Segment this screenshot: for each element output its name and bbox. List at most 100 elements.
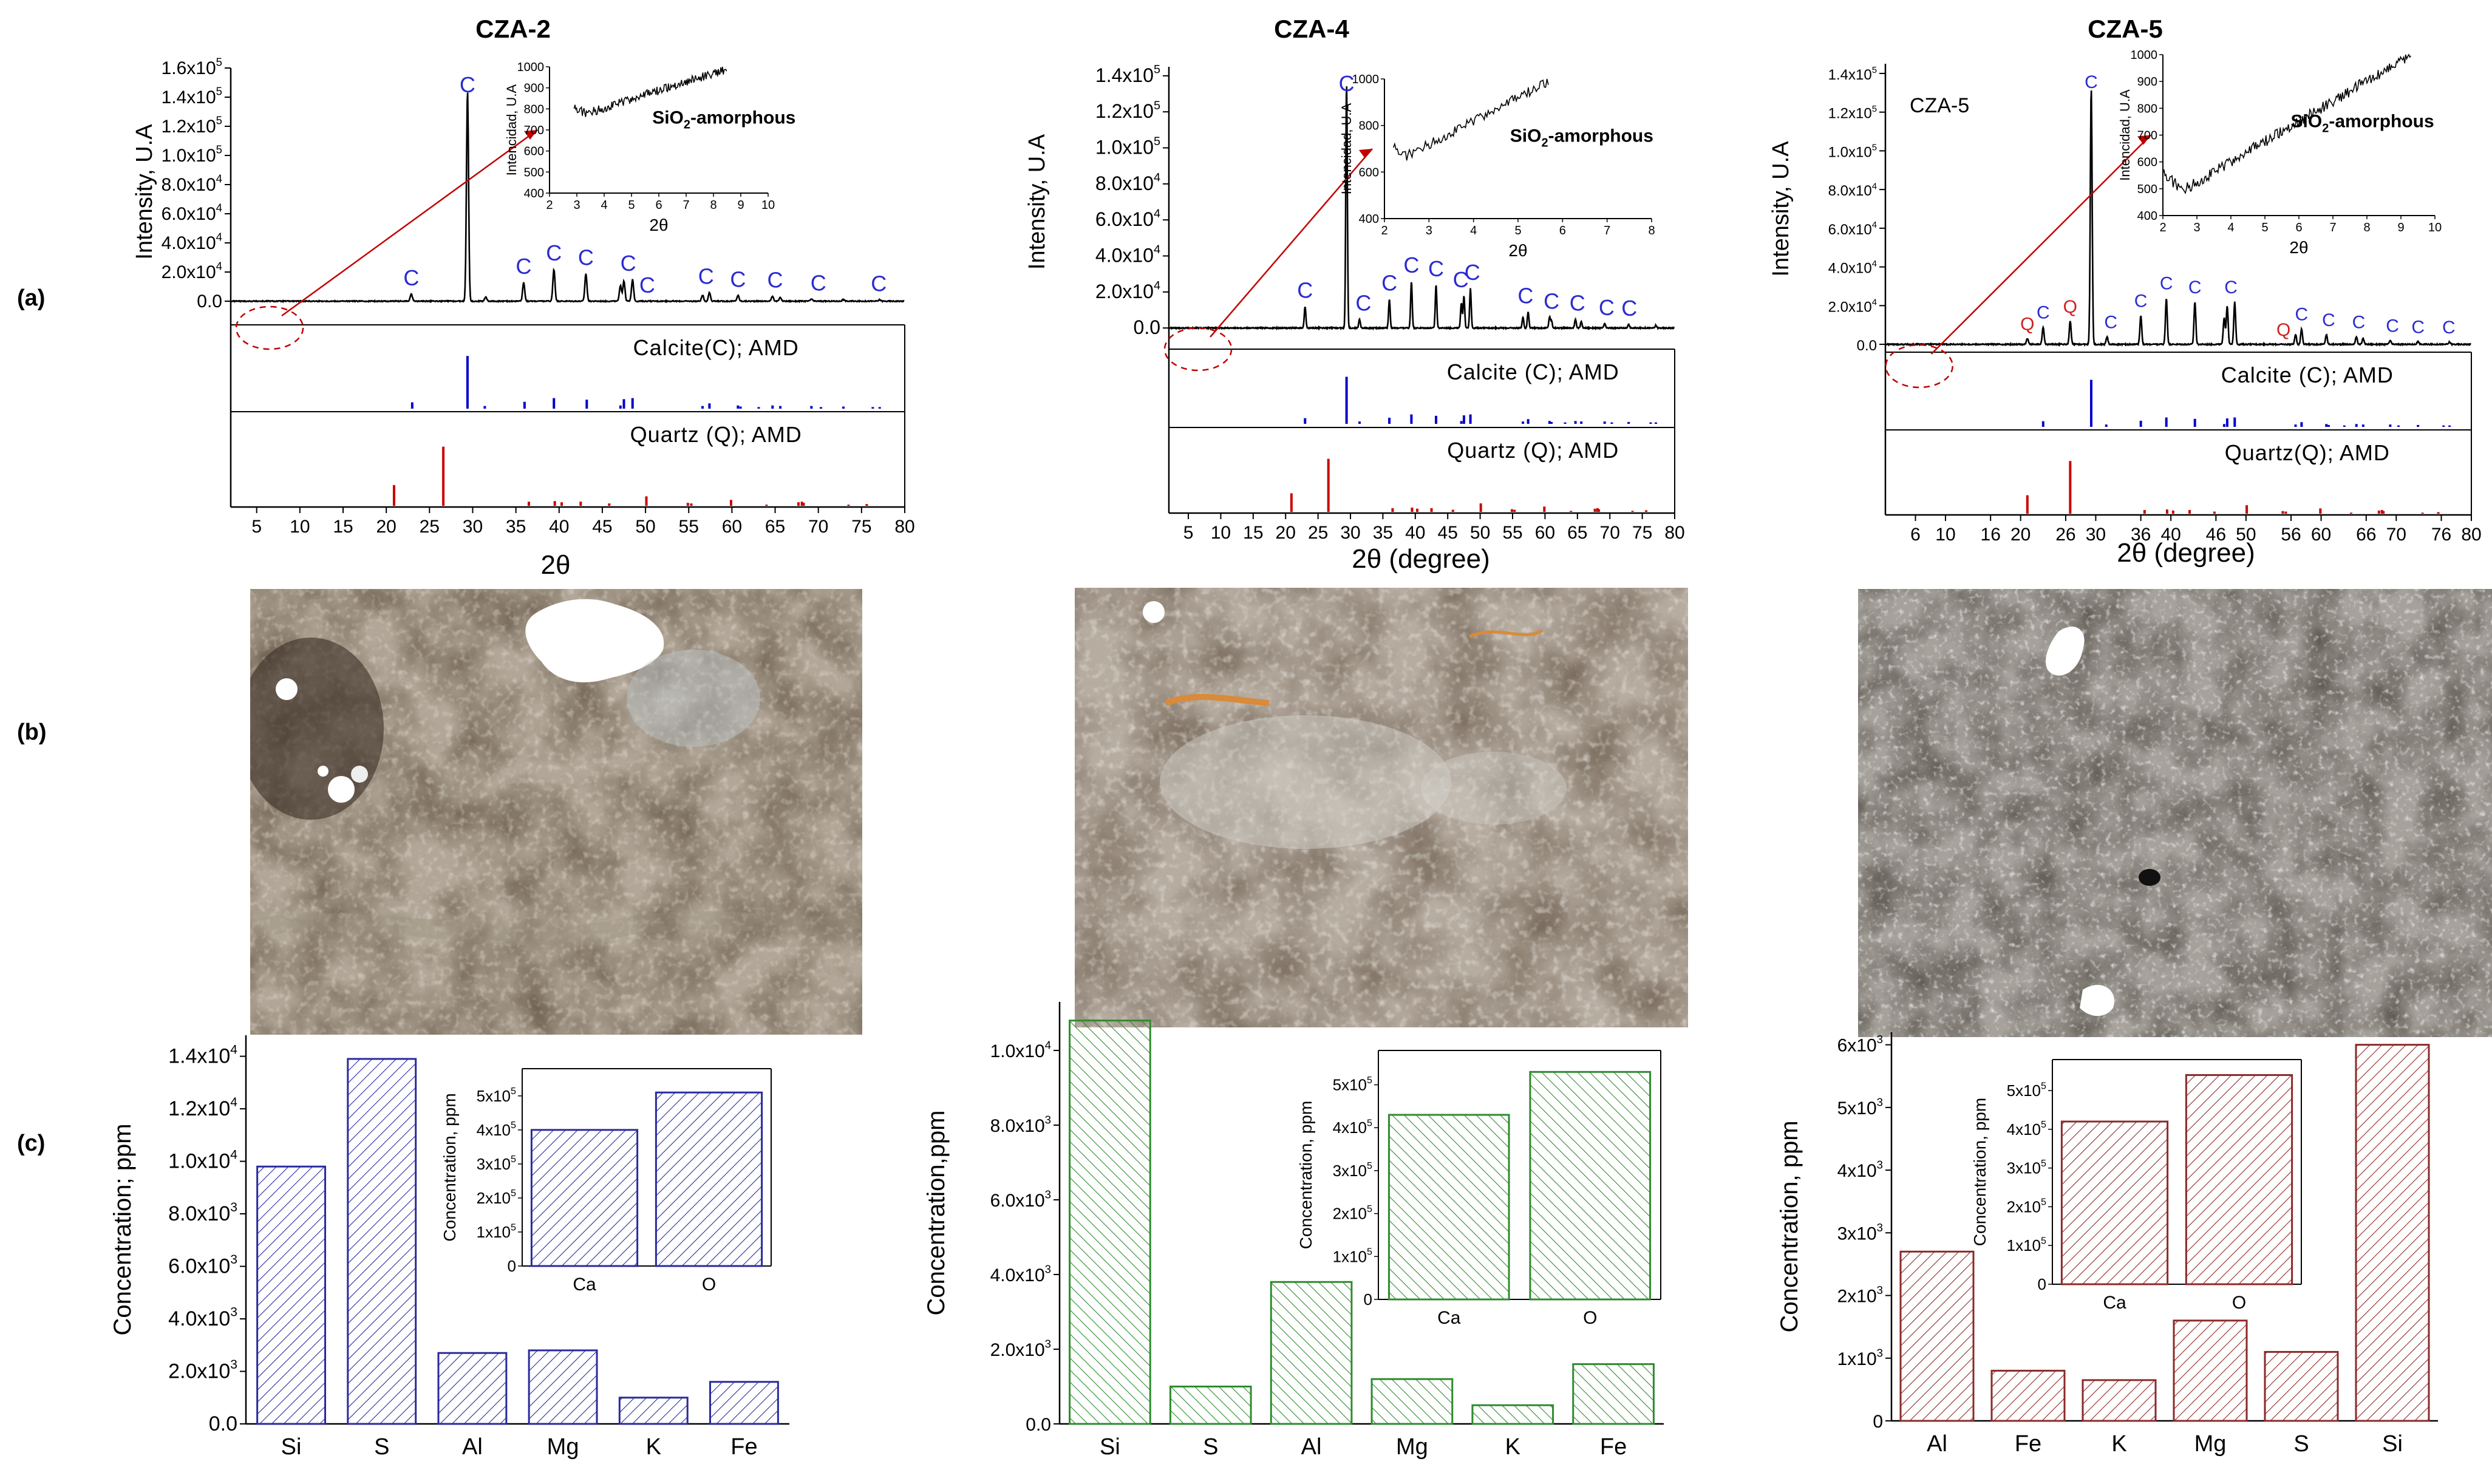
x-tick-label: 70 [808,517,828,537]
inset-bar [2060,1120,2169,1285]
x-tick-label: Si [1100,1434,1120,1460]
inset-y-tick-label: 700 [524,124,544,137]
peak-label: C [698,264,714,289]
y-tick-label: 4.0x104 [1828,259,1877,277]
inset-y-tick-label: 400 [1359,213,1379,226]
bar [1572,1363,1655,1425]
y-tick-label: 1.2x105 [1828,104,1877,122]
peak-label: C [403,265,419,290]
x-tick-label: 70 [1600,523,1620,543]
y-tick-label: 0.0 [1857,338,1877,354]
y-tick-label: 1.0x104 [990,1038,1051,1061]
inset-y-tick-label: 3x105 [1333,1160,1372,1180]
calcite-ref-line-label: Calcite (C); AMD [1447,359,1619,384]
inset-y-tick-label: 5x105 [477,1086,516,1105]
peak-label: C [768,268,783,293]
quartz-ref-line-label: Quartz (Q); AMD [630,422,802,447]
inset-x-tick-label: O [1583,1308,1597,1328]
inset-y-tick-label: 800 [2137,102,2157,115]
in-plot-label: CZA-5 [1910,94,1969,117]
peak-label: Q [2020,315,2034,335]
y-tick-label: 6.0x103 [168,1253,237,1278]
peak-label: C [2352,312,2366,332]
row-label-b: (b) [17,720,47,745]
inset-x-tick-label: 8 [710,199,717,212]
x-tick-label: 25 [420,517,440,537]
x-tick-label: 50 [1470,523,1490,543]
inset-x-tick-label: Ca [1437,1308,1461,1328]
peak-label: C [2386,316,2399,336]
peak-label: C [1297,278,1313,303]
bar [2264,1350,2339,1422]
x-axis-label: 2θ [541,550,571,580]
x-tick-label: 30 [1340,523,1360,543]
y-tick-label: 6.0x104 [1828,220,1877,238]
x-tick-label: 35 [506,517,526,537]
x-tick-label: 15 [333,517,353,537]
y-tick-label: 1.0x105 [162,143,222,166]
inset-annotation: SiO2-amorphous [1510,126,1653,150]
y-tick-label: 2.0x104 [1828,298,1877,316]
inset-x-tick-label: 3 [2193,221,2200,234]
y-tick-label: 4.0x103 [990,1262,1051,1285]
inset-x-tick-label: 10 [761,199,775,212]
inset-x-tick-label: O [2232,1293,2246,1313]
x-tick-label: S [374,1434,389,1460]
row-label-a: (a) [17,285,46,311]
zoom-arrow [1930,134,2151,355]
zoom-circle [1163,327,1233,372]
peak-label: Q [2276,320,2290,340]
x-tick-label: K [2111,1431,2126,1457]
inset-y-tick-label: 1000 [2131,49,2158,62]
y-tick-label: 4x103 [1837,1159,1883,1182]
inset-y-tick-label: 400 [2137,209,2157,223]
x-tick-label: 55 [679,517,699,537]
inset-y-tick-label: 900 [2137,75,2157,89]
y-tick-label: 4.0x104 [1095,243,1160,266]
xrd-chart-cza5: CZA-5 0.0 2.0x104 4.0x104 6.0x104 8.0x104 1.0x… [1768,15,2482,568]
y-tick-label: 2x103 [1837,1284,1883,1307]
inset-x-label: 2θ [2289,238,2308,257]
peak-label: C [1544,288,1559,313]
x-tick-label: 76 [2431,525,2451,545]
xrd-trace [1884,90,2471,347]
white-mineral-patch [2046,626,2085,676]
chart-title: CZA-2 [475,15,551,43]
zoom-circle [235,305,304,350]
x-tick-label: 60 [722,517,742,537]
inset-x-tick-label: 2 [546,199,553,212]
y-tick-label: 8.0x104 [162,172,222,196]
inset-trace [2162,53,2411,195]
y-tick-label: 1.2x105 [1095,99,1160,122]
bar [528,1349,598,1425]
peak-label: C [2411,317,2425,337]
x-tick-label: S [1203,1434,1218,1460]
peak-label: C [2085,72,2098,92]
bar-chart-cza5: 0 1x103 2x103 3x103 4x103 5x103 6x103 Concentra… [1776,1032,2438,1457]
x-axis-label: 2θ (degree) [2117,538,2255,568]
zoom-arrowhead [524,130,537,140]
inset-x-tick-label: Ca [573,1275,596,1295]
peak-label: C [516,254,531,279]
inset-y-tick-label: 1x105 [2007,1236,2046,1255]
peak-label: C [1517,283,1533,308]
x-tick-label: 50 [635,517,655,537]
x-tick-label: Al [462,1434,483,1460]
peak-label: C [1428,256,1444,281]
inset-y-tick-label: 700 [2137,129,2157,143]
y-tick-label: 1.0x105 [1095,135,1160,158]
inset-y-tick-label: 600 [1359,166,1379,179]
inset-x-tick-label: 3 [573,199,580,212]
x-tick-label: 20 [2010,525,2031,545]
zoom-circle [1885,344,1953,389]
x-tick-label: 10 [1935,525,1955,545]
x-tick-label: Mg [1396,1434,1428,1460]
x-tick-label: 66 [2356,525,2376,545]
inset-y-label: Concentration, ppm [1296,1101,1315,1249]
inset-x-tick-label: 8 [2363,221,2370,234]
micrograph-cza5 [1858,589,2492,1037]
x-tick-label: 45 [1438,523,1458,543]
peak-label: C [2037,302,2050,322]
y-tick-label: 0.0 [209,1412,237,1435]
y-tick-label: 0 [1873,1412,1883,1432]
